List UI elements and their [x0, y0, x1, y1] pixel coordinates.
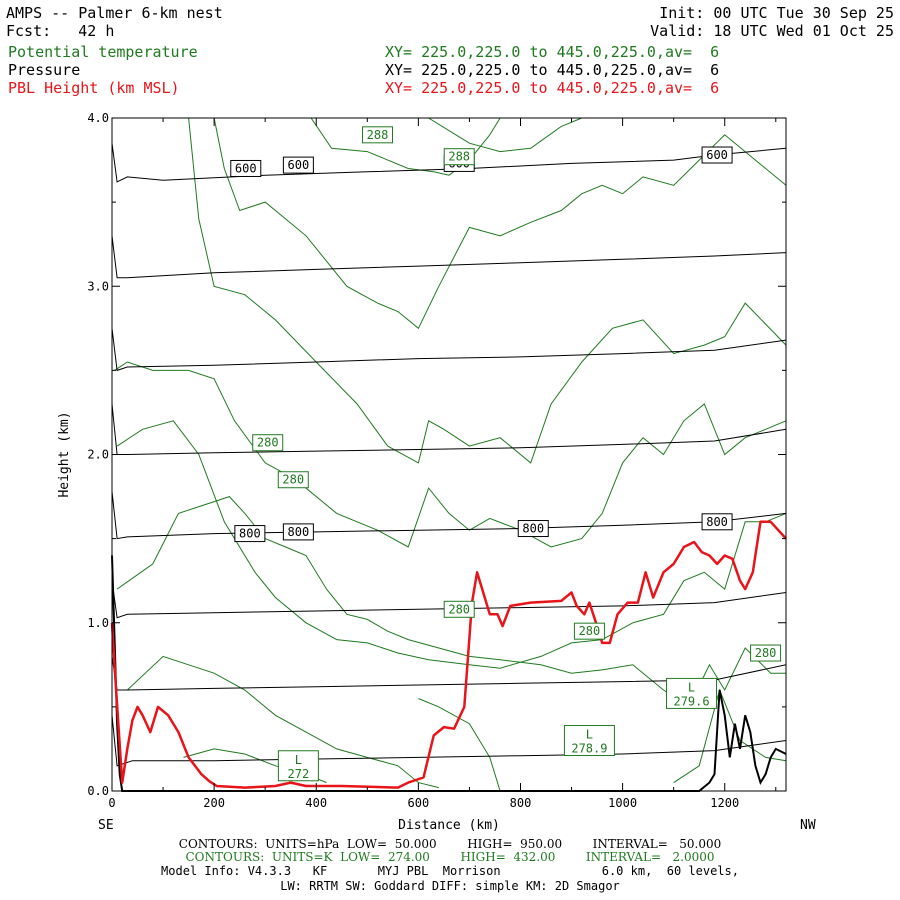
svg-text:280: 280 — [579, 624, 601, 638]
field-label-theta: Potential temperature — [8, 43, 198, 61]
svg-text:800: 800 — [288, 525, 310, 539]
theta-label: 288 — [443, 148, 475, 166]
field-label-pressure: Pressure — [8, 61, 81, 79]
theta-label: 288 — [362, 126, 394, 144]
svg-text:800: 800 — [706, 515, 728, 529]
isobar-700 — [111, 328, 787, 372]
theta-contour-line — [126, 655, 439, 789]
low-letter: L — [688, 680, 695, 694]
field-xy-pbl: XY= 225.0,225.0 to 445.0,225.0,av= 6 — [385, 79, 720, 97]
contour-labels: 6006006006008008008008002882882802802802… — [230, 126, 782, 782]
isobar-850 — [111, 580, 787, 619]
axes: 0 200 400 600 800 1000 1200 0.0 1.0 2.0 3.0 4.0 Dist… — [57, 111, 816, 833]
theta-contour-line — [673, 688, 787, 784]
isobar-600 — [111, 143, 787, 183]
isobar-950 — [111, 715, 787, 767]
theta-label: 280 — [277, 471, 309, 489]
theta-contour-line — [116, 420, 787, 669]
valid-time: Valid: 18 UTC Wed 01 Oct 25 — [650, 22, 894, 40]
theta-contour-line — [114, 361, 787, 548]
theta-contour-line — [428, 117, 582, 153]
x-tick-label: 400 — [305, 796, 327, 810]
x-tick-label: 200 — [203, 796, 225, 810]
footer-model-info: Model Info: V4.3.3 KF MYJ PBL Morrison 6… — [161, 864, 739, 878]
x-tick-label: 0 — [108, 796, 115, 810]
field-xy-pressure: XY= 225.0,225.0 to 445.0,225.0,av= 6 — [385, 61, 720, 79]
pressure-label: 800 — [234, 525, 266, 543]
y-axis-label: Height (km) — [57, 411, 72, 497]
x-axis-label: Distance (km) — [398, 818, 500, 833]
pbl-height — [110, 520, 787, 789]
pressure-contours — [111, 143, 787, 767]
right-end-label: NW — [800, 818, 816, 833]
low-value: 278.9 — [571, 742, 607, 756]
x-tick-label: 600 — [408, 796, 430, 810]
pressure-label: 600 — [701, 146, 733, 164]
field-xy-theta: XY= 225.0,225.0 to 445.0,225.0,av= 6 — [385, 43, 720, 61]
svg-text:800: 800 — [239, 527, 261, 541]
svg-text:288: 288 — [367, 128, 389, 142]
footer-theta-contours: CONTOURS: UNITS=K LOW= 274.00 HIGH= 432.… — [185, 850, 715, 864]
x-tick-label: 1000 — [608, 796, 637, 810]
svg-text:280: 280 — [448, 602, 470, 616]
terrain — [111, 555, 787, 792]
y-tick-label: 1.0 — [87, 616, 109, 630]
forecast-hour: Fcst: 42 h — [6, 22, 115, 40]
theta-contour-line — [310, 117, 501, 176]
pressure-label: 600 — [230, 159, 262, 177]
theta-label: 280 — [750, 644, 782, 662]
y-tick-label: 3.0 — [87, 279, 109, 293]
svg-text:288: 288 — [448, 150, 470, 164]
init-time: Init: 00 UTC Tue 30 Sep 25 — [659, 4, 894, 22]
pressure-label: 600 — [282, 156, 314, 174]
low-letter: L — [295, 753, 302, 767]
theta-label: 280 — [252, 434, 284, 452]
y-tick-label: 4.0 — [87, 111, 109, 125]
field-label-pbl: PBL Height (km MSL) — [8, 79, 180, 97]
pressure-label: 800 — [517, 520, 549, 538]
theta-contour-line — [418, 698, 501, 792]
pressure-label: 800 — [701, 513, 733, 531]
chart-title: AMPS -- Palmer 6-km nest — [6, 4, 223, 22]
y-tick-label: 0.0 — [87, 784, 109, 798]
low-letter: L — [586, 728, 593, 742]
svg-text:280: 280 — [755, 646, 777, 660]
svg-text:800: 800 — [522, 522, 544, 536]
pbl-height-line — [110, 520, 787, 789]
y-tick-label: 2.0 — [87, 448, 109, 462]
svg-text:600: 600 — [706, 148, 728, 162]
theta-contour-line — [213, 117, 787, 330]
isobar-750 — [111, 403, 787, 455]
footer-pressure-contours: CONTOURS: UNITS=hPa LOW= 50.000 HIGH= 95… — [178, 837, 722, 851]
svg-text:280: 280 — [257, 436, 279, 450]
theta-contour-line — [188, 117, 787, 464]
isobar-650 — [111, 235, 787, 279]
svg-text:600: 600 — [288, 158, 310, 172]
x-tick-label: 1200 — [710, 796, 739, 810]
svg-text:280: 280 — [282, 473, 304, 487]
low-value: 279.6 — [673, 694, 709, 708]
theta-label: 280 — [573, 622, 605, 640]
terrain-line — [111, 555, 787, 792]
isobar-800 — [111, 491, 787, 540]
x-tick-label: 800 — [510, 796, 532, 810]
theta-label: 280 — [443, 600, 475, 618]
left-end-label: SE — [98, 818, 114, 833]
low-value: 272 — [288, 767, 310, 781]
pressure-label: 800 — [282, 523, 314, 541]
svg-text:600: 600 — [235, 161, 257, 175]
footer-physics-info: LW: RRTM SW: Goddard DIFF: simple KM: 2D… — [280, 879, 620, 893]
